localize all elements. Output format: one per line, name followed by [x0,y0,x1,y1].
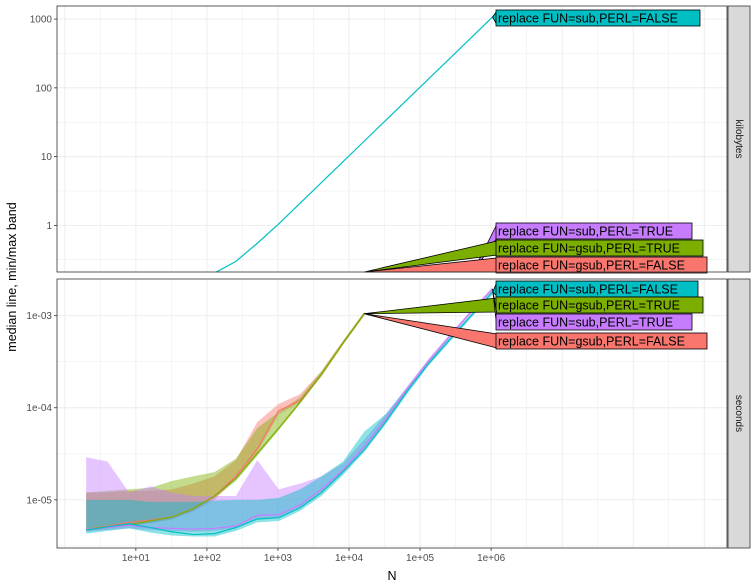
panel-border [56,5,728,273]
band-replace-fun-sub-perl-true [86,286,493,532]
label-box [495,9,701,27]
x-tick-label: 1e+03 [264,553,293,564]
x-axis-title: N [387,569,396,583]
y-tick-label: 1000 [30,15,53,26]
median-line-replace-fun-sub-perl-false [86,291,494,536]
y-tick-label: 1 [46,221,52,232]
label-text: replace FUN=sub,PERL=FALSE [498,283,678,297]
series-layer [86,286,494,537]
label-box [495,256,708,274]
x-tick-label: 1e+02 [193,553,222,564]
label-text: replace FUN=gsub,PERL=FALSE [498,259,685,273]
facet-strip-label: kilobytes [733,120,744,159]
y-tick-label: 100 [35,83,52,94]
series-label: replace FUN=sub,PERL=FALSE [492,9,701,27]
label-text: replace FUN=sub,PERL=TRUE [498,225,673,239]
median-line-replace-fun-sub-perl-false [215,16,493,272]
band-replace-fun-sub-perl-false [86,289,493,537]
series-label: replace FUN=gsub,PERL=TRUE [364,296,704,315]
panel-seconds: replace FUN=sub,PERL=FALSE replace FUN=gs… [26,278,751,549]
panel-border [56,278,728,549]
label-box [495,222,693,240]
label-box [495,313,693,331]
facet-strip [727,5,751,273]
label-text: replace FUN=sub,PERL=FALSE [498,12,678,26]
x-tick-label: 1e+04 [335,553,364,564]
x-axis: 1e+01 1e+02 1e+03 1e+04 1e+05 1e+06 [122,548,506,564]
y-tick-label: 10 [41,152,53,163]
label-box [495,296,704,314]
y-tick-label: 1e-05 [26,495,52,506]
label-box [495,332,708,350]
series-label: replace FUN=sub,PERL=FALSE [492,280,699,298]
y-tick-label: 1e-03 [26,311,52,322]
series-label: replace FUN=sub,PERL=TRUE [492,288,693,331]
x-tick-label: 1e+05 [406,553,435,564]
series-layer [215,16,493,272]
series-label: replace FUN=gsub,PERL=TRUE [364,239,704,273]
x-tick-label: 1e+06 [477,553,506,564]
x-tick-label: 1e+01 [122,553,151,564]
facet-strip [727,278,751,549]
label-box [495,239,704,257]
panel-kilobytes: replace FUN=sub,PERL=FALSE replace FUN=su… [30,5,751,274]
series-label: replace FUN=gsub,PERL=FALSE [364,313,708,350]
facet-strip-label: seconds [733,395,744,432]
label-text: replace FUN=gsub,PERL=FALSE [498,335,685,349]
label-text: replace FUN=sub,PERL=TRUE [498,316,673,330]
label-text: replace FUN=gsub,PERL=TRUE [498,299,680,313]
label-text: replace FUN=gsub,PERL=TRUE [498,242,680,256]
y-axis-title: median line, min/max band [5,202,19,351]
y-tick-label: 1e-04 [26,403,52,414]
